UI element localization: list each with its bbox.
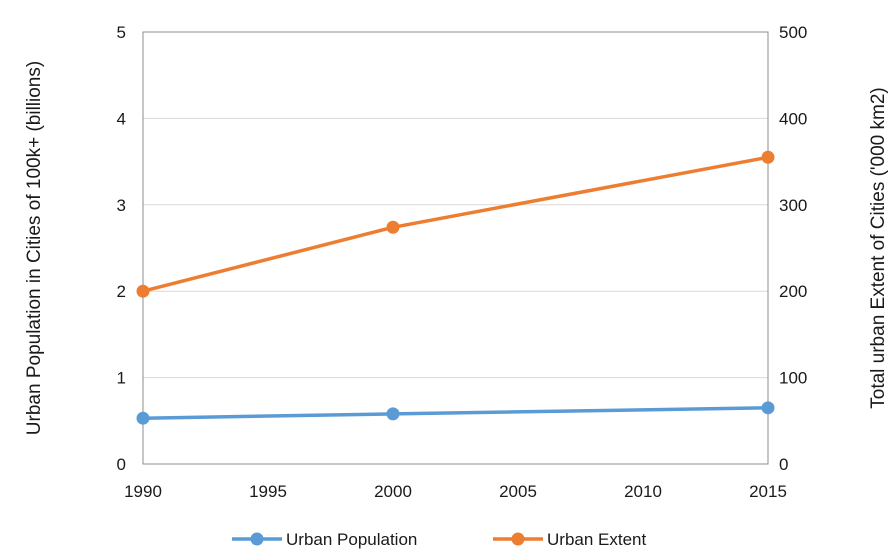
y-tick-left-3: 3: [117, 196, 126, 215]
x-tick-3: 2005: [499, 482, 537, 501]
x-tick-2: 2000: [374, 482, 412, 501]
y-tick-left-0: 0: [117, 455, 126, 474]
y-axis-title-left: Urban Population in Cities of 100k+ (bil…: [24, 61, 45, 435]
y-tick-right-1: 100: [779, 369, 807, 388]
x-tick-5: 2015: [749, 482, 787, 501]
legend-label-0: Urban Population: [286, 530, 417, 549]
y-tick-right-2: 200: [779, 282, 807, 301]
gridlines: [143, 117, 768, 379]
series-1-point-2: [761, 150, 775, 164]
x-tick-0: 1990: [124, 482, 162, 501]
tick-labels: 0 1 2 3 4 5 0 100 200 300 400 500 1990 1995 2000 2005 20…: [117, 23, 808, 501]
y-tick-left-2: 2: [117, 282, 126, 301]
x-tick-1: 1995: [249, 482, 287, 501]
plot-area: [142, 31, 769, 465]
series-layer: [136, 150, 775, 425]
legend-marker-1: [511, 532, 525, 546]
x-tick-4: 2010: [624, 482, 662, 501]
series-line-0: [142, 406, 769, 420]
y-tick-left-1: 1: [117, 369, 126, 388]
y-tick-right-0: 0: [779, 455, 788, 474]
y-tick-left-4: 4: [117, 109, 126, 128]
legend-marker-0: [250, 532, 264, 546]
legend: Urban Population Urban Extent: [232, 530, 646, 549]
y-tick-right-4: 400: [779, 109, 807, 128]
y-tick-right-5: 500: [779, 23, 807, 42]
y-tick-left-5: 5: [117, 23, 126, 42]
legend-label-1: Urban Extent: [547, 530, 646, 549]
y-axis-title-right: Total urban Extent of Cities ('000 km2): [868, 87, 889, 409]
series-0-point-2: [761, 401, 775, 415]
series-1-point-1: [386, 220, 400, 234]
series-0-point-1: [386, 407, 400, 421]
series-line-1: [142, 155, 769, 293]
series-1-point-0: [136, 284, 150, 298]
y-tick-right-3: 300: [779, 196, 807, 215]
series-0-point-0: [136, 411, 150, 425]
